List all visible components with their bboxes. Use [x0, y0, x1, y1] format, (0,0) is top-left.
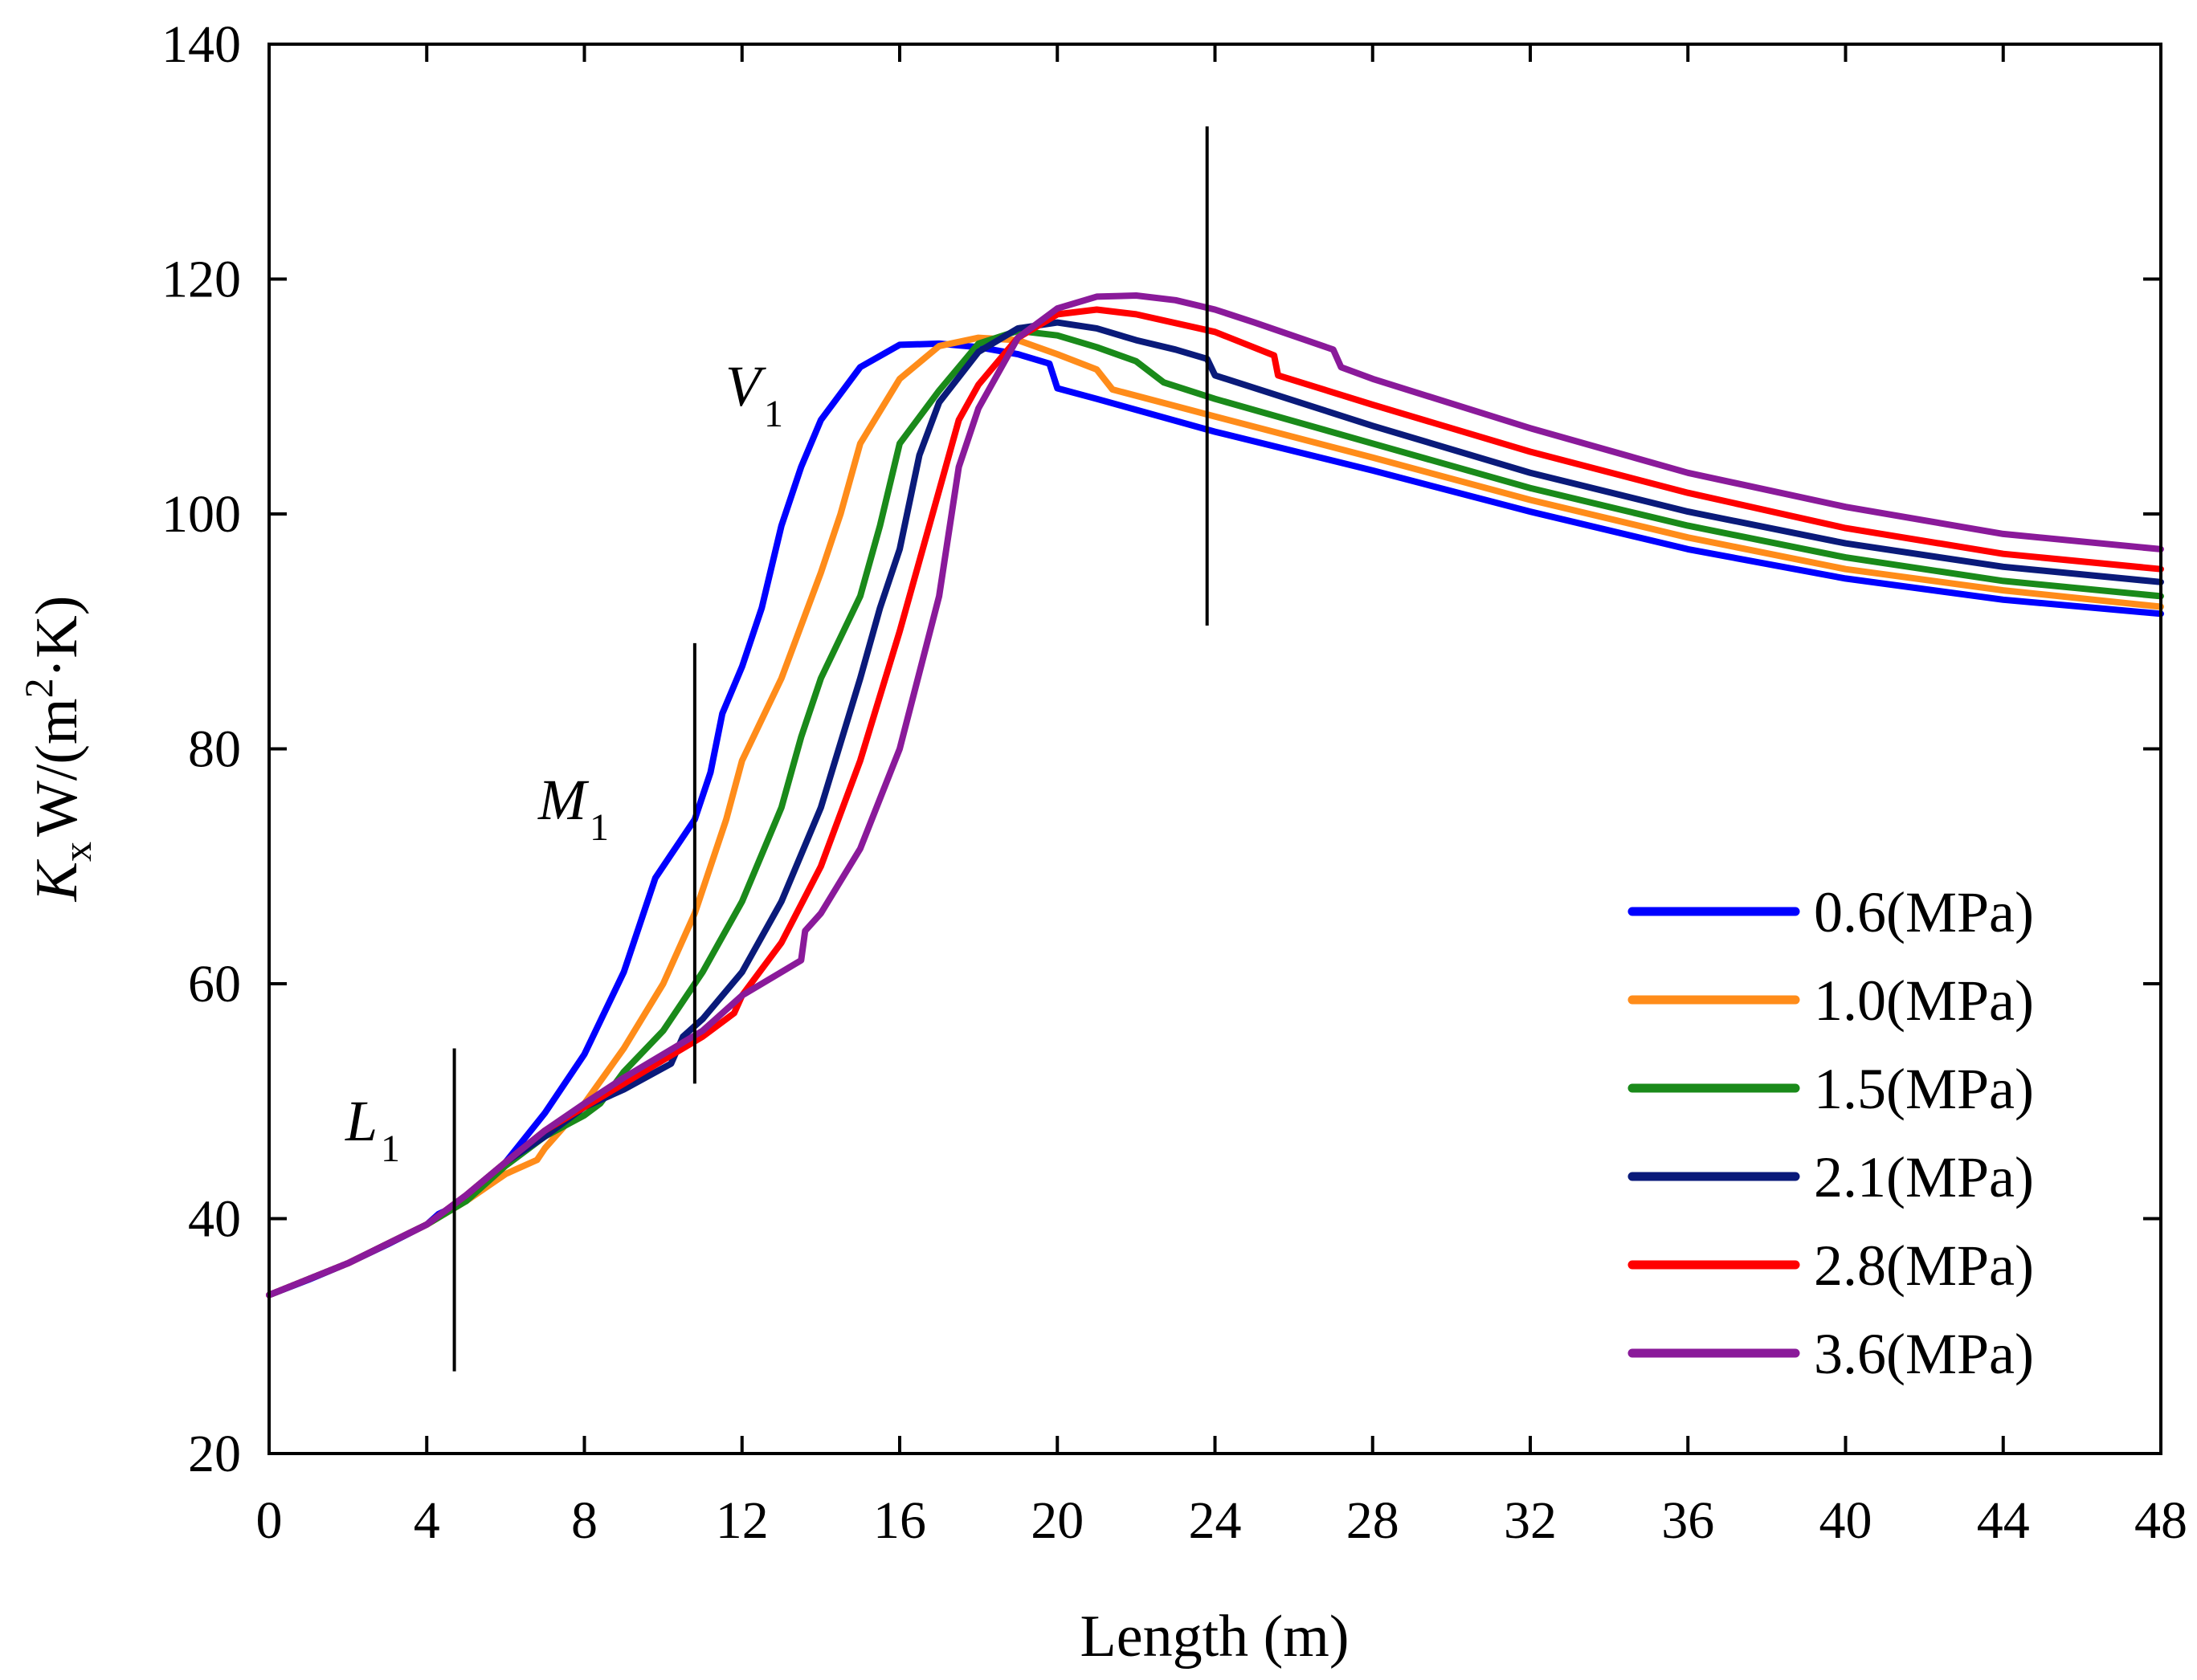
x-tick-label: 8 — [571, 1491, 598, 1550]
x-tick-label: 12 — [716, 1491, 769, 1550]
y-tick-label: 140 — [161, 15, 241, 74]
x-tick-label: 20 — [1031, 1491, 1084, 1550]
x-axis-title: Length (m) — [1080, 1604, 1350, 1670]
y-axis-title-sup: 2 — [16, 678, 61, 698]
y-axis-title-k: K — [24, 858, 90, 902]
x-tick-label: 24 — [1189, 1491, 1242, 1550]
y-tick-label: 60 — [188, 955, 241, 1013]
annotation-label-l: L1 — [345, 1089, 400, 1170]
legend-label-5: 3.6(MPa) — [1814, 1322, 2034, 1386]
x-tick-label: 36 — [1661, 1491, 1714, 1550]
y-axis-title: Kx W/(m2·K) — [16, 596, 100, 903]
series-line-5 — [266, 292, 2164, 1299]
x-tick-label: 48 — [2134, 1491, 2187, 1550]
annotation-label-v: V1 — [725, 354, 783, 435]
x-axis-ticks: 0 4 8 12 16 20 24 28 32 36 40 44 48 — [256, 44, 2187, 1550]
annotation-layer: L1 M1 V1 — [345, 126, 1209, 1372]
x-tick-label: 4 — [414, 1491, 440, 1550]
y-tick-label: 20 — [188, 1425, 241, 1483]
series-line-3 — [266, 319, 2164, 1299]
y-axis-title-sub: x — [55, 842, 100, 862]
y-tick-label: 80 — [188, 720, 241, 779]
x-tick-label: 40 — [1819, 1491, 1872, 1550]
y-tick-label: 120 — [161, 251, 241, 309]
series-line-1 — [266, 334, 2164, 1299]
series-layer — [266, 292, 2164, 1299]
y-tick-label: 40 — [188, 1190, 241, 1249]
x-tick-label: 28 — [1346, 1491, 1399, 1550]
x-tick-label: 0 — [256, 1491, 283, 1550]
legend-label-1: 1.0(MPa) — [1814, 968, 2034, 1033]
y-axis-title-unit-end: ·K) — [24, 596, 90, 679]
legend-label-4: 2.8(MPa) — [1814, 1233, 2034, 1298]
x-tick-label: 16 — [873, 1491, 926, 1550]
y-tick-label: 100 — [161, 485, 241, 544]
x-tick-label: 44 — [1977, 1491, 2030, 1550]
y-axis-title-unit: W/(m — [24, 698, 90, 837]
legend: 0.6(MPa) 1.0(MPa) 1.5(MPa) 2.1(MPa) 2.8(MPa)… — [1627, 880, 2034, 1386]
y-axis-ticks: 20 40 60 80 100 120 140 — [161, 15, 2161, 1483]
annotation-label-m: M1 — [537, 768, 609, 849]
legend-label-3: 2.1(MPa) — [1814, 1145, 2034, 1209]
legend-label-0: 0.6(MPa) — [1814, 880, 2034, 944]
x-tick-label: 32 — [1504, 1491, 1557, 1550]
legend-label-2: 1.5(MPa) — [1814, 1057, 2034, 1121]
